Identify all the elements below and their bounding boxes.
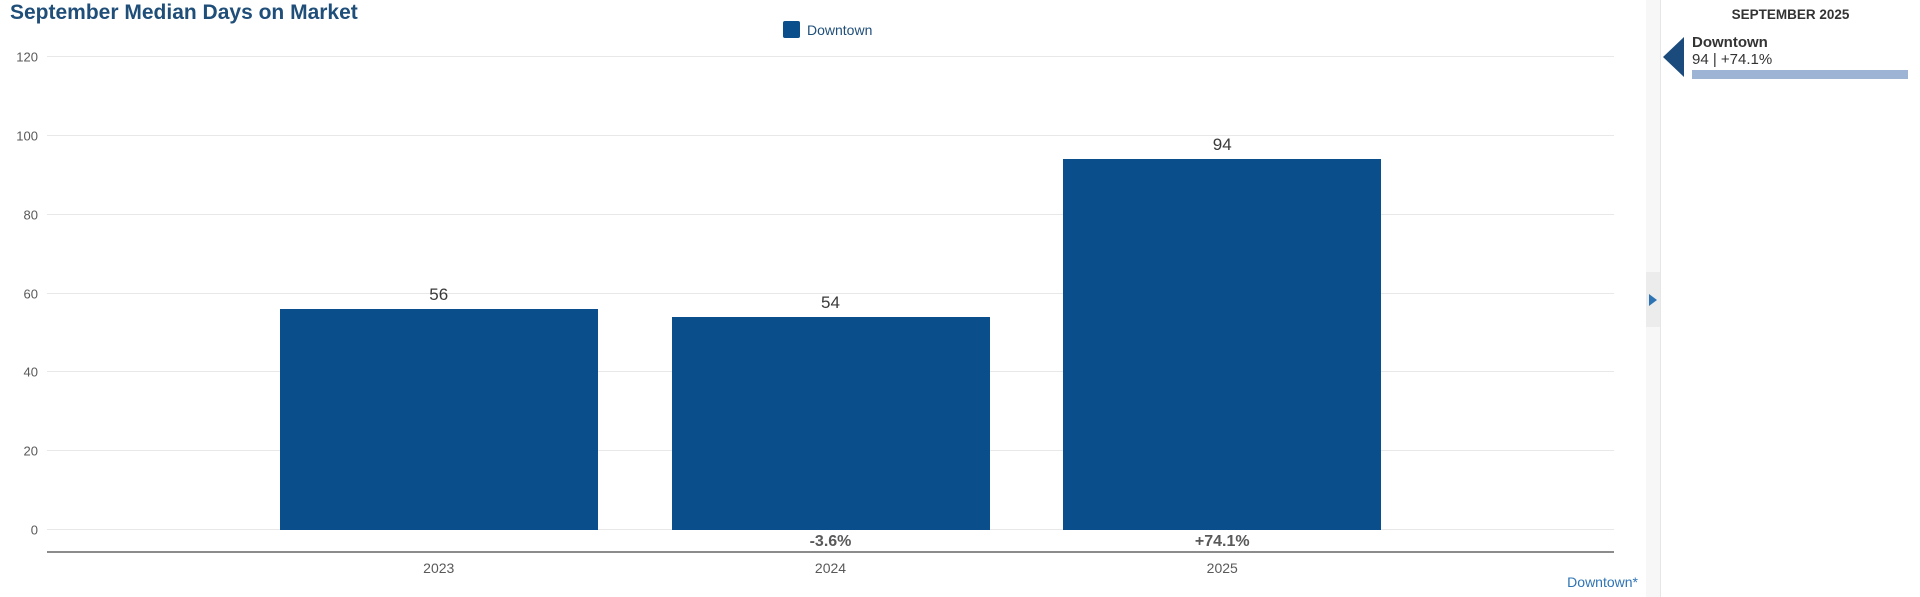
x-axis-line <box>47 551 1614 553</box>
footnote-downtown-link[interactable]: Downtown* <box>1567 574 1638 590</box>
plot-area: 0 20 40 60 80 100 120 56 2023 54 -3.6% 2024 94 +74.1%… <box>16 50 1614 576</box>
y-tick-100: 100 <box>16 128 38 144</box>
y-tick-20: 20 <box>23 443 38 459</box>
y-tick-0: 0 <box>30 522 38 538</box>
gridline-80 <box>47 213 1614 215</box>
chart-title: September Median Days on Market <box>10 1 358 24</box>
x-tick-2025: 2025 <box>1206 560 1238 576</box>
bar-value-label-2023: 56 <box>429 285 449 305</box>
legend-item-downtown[interactable]: Downtown <box>783 21 872 38</box>
legend-label: Downtown <box>807 21 873 38</box>
panel-divider <box>1646 0 1660 597</box>
gridline-100 <box>47 134 1614 136</box>
gridline-60 <box>47 292 1614 294</box>
panel-item-stat: 94 | +74.1% <box>1692 51 1773 68</box>
panel-item-name: Downtown <box>1692 34 1768 51</box>
x-tick-2023: 2023 <box>423 560 455 576</box>
y-tick-120: 120 <box>16 49 38 65</box>
pct-change-label-2025: +74.1% <box>1194 533 1250 550</box>
bar-2025[interactable] <box>1063 159 1382 530</box>
pct-change-label-2024: -3.6% <box>809 533 852 550</box>
y-tick-80: 80 <box>23 207 38 223</box>
y-tick-40: 40 <box>23 364 38 380</box>
chevron-right-icon <box>1649 293 1657 306</box>
bar-value-label-2025: 94 <box>1212 135 1232 155</box>
legend-swatch-icon <box>783 21 800 38</box>
chart-area: September Median Days on Market Downtown… <box>10 1 1638 590</box>
panel-item-bar <box>1692 70 1908 79</box>
panel-header: SEPTEMBER 2025 <box>1731 7 1850 22</box>
panel-expand-button[interactable] <box>1646 272 1660 327</box>
y-tick-60: 60 <box>23 286 38 301</box>
gridline-120 <box>47 56 1614 57</box>
bar-2023[interactable] <box>279 309 598 530</box>
arrow-left-icon <box>1663 37 1684 77</box>
x-tick-2024: 2024 <box>814 560 847 576</box>
summary-side-panel: SEPTEMBER 2025 Downtown 94 | +74.1% <box>1660 0 1920 597</box>
panel-item-downtown[interactable]: Downtown 94 | +74.1% <box>1661 34 1920 79</box>
bar-value-label-2024: 54 <box>821 293 840 313</box>
bar-2024[interactable] <box>671 317 990 530</box>
